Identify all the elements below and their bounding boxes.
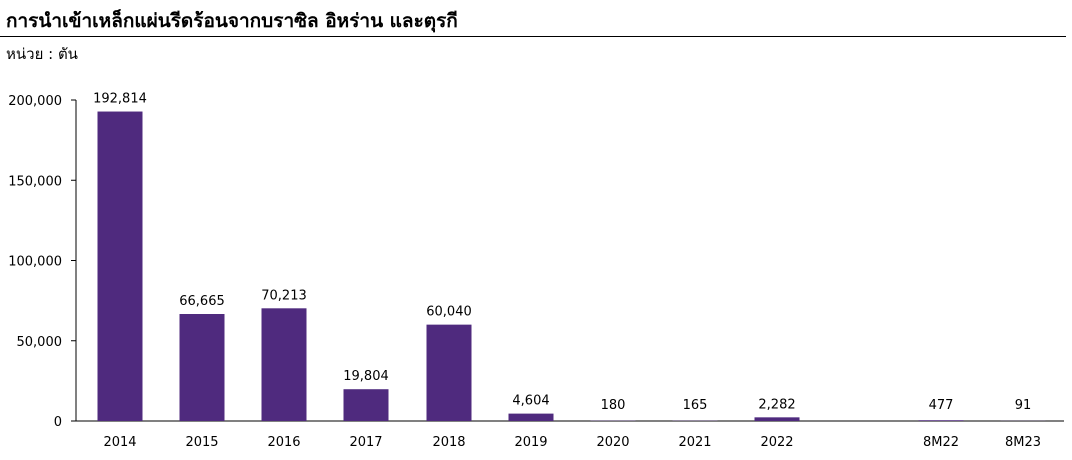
data-label: 70,213 [261,288,307,303]
data-label: 91 [1015,398,1032,413]
x-tick-label: 2018 [432,435,465,450]
unit-label: หน่วย : ตัน [6,45,78,63]
bar [918,420,964,421]
data-label: 477 [929,398,954,413]
data-label: 2,282 [758,397,795,412]
y-tick-label: 200,000 [8,94,62,109]
bar [261,308,307,421]
x-tick-label: 2016 [267,435,300,450]
y-tick-label: 50,000 [17,335,63,350]
data-label: 180 [601,398,626,413]
title-divider [0,36,1066,37]
y-tick-label: 150,000 [8,174,62,189]
x-tick-label: 2014 [103,435,136,450]
x-tick-label: 2015 [185,435,218,450]
x-tick-label: 2020 [596,435,629,450]
bar [508,413,554,421]
y-tick-label: 100,000 [8,255,62,270]
x-tick-label: 2022 [760,435,793,450]
bar [426,324,472,421]
data-label: 19,804 [343,369,389,384]
data-label: 165 [683,398,708,413]
x-tick-label: 8M23 [1005,435,1041,450]
x-tick-label: 8M22 [923,435,959,450]
bar [179,314,225,421]
data-label: 60,040 [426,305,472,320]
chart-title: การนำเข้าเหล็กแผ่นรีดร้อนจากบราซิล อิหร่… [6,10,458,32]
bar [343,389,389,421]
x-tick-label: 2021 [678,435,711,450]
data-label: 66,665 [179,294,225,309]
x-tick-label: 2019 [514,435,547,450]
data-label: 192,814 [93,92,147,107]
bar [754,417,800,421]
x-tick-label: 2017 [349,435,382,450]
bar [97,111,143,421]
y-tick-label: 0 [54,415,62,430]
data-label: 4,604 [512,394,549,409]
